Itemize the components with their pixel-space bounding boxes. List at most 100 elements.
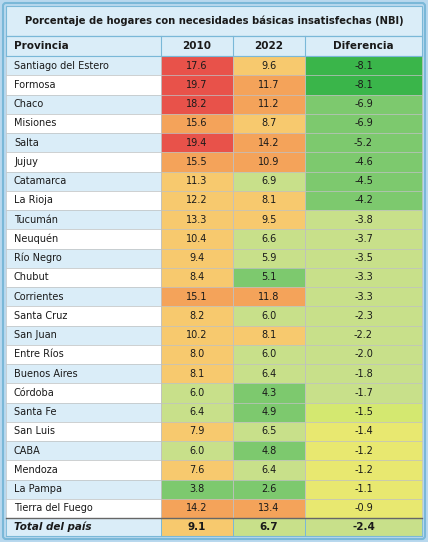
- Bar: [233, 287, 305, 306]
- Text: Santa Cruz: Santa Cruz: [14, 311, 67, 321]
- Text: -3.5: -3.5: [354, 253, 373, 263]
- Text: 5.9: 5.9: [262, 253, 276, 263]
- Text: -8.1: -8.1: [354, 61, 373, 70]
- Text: -2.0: -2.0: [354, 350, 373, 359]
- Bar: [305, 133, 422, 152]
- Text: 8.2: 8.2: [189, 311, 205, 321]
- Text: -1.2: -1.2: [354, 465, 373, 475]
- Bar: [233, 133, 305, 152]
- Bar: [305, 248, 422, 268]
- Bar: [161, 441, 233, 460]
- Bar: [233, 480, 305, 499]
- Bar: [161, 133, 233, 152]
- Text: -1.8: -1.8: [354, 369, 373, 379]
- Bar: [233, 94, 305, 114]
- Bar: [233, 326, 305, 345]
- Bar: [161, 94, 233, 114]
- Text: Salta: Salta: [14, 138, 39, 147]
- Bar: [161, 460, 233, 480]
- Bar: [305, 152, 422, 171]
- Bar: [6, 480, 161, 499]
- Bar: [6, 383, 161, 403]
- Bar: [161, 191, 233, 210]
- Bar: [305, 56, 422, 75]
- Text: Tucumán: Tucumán: [14, 215, 58, 224]
- Text: San Luis: San Luis: [14, 427, 55, 436]
- Text: 15.1: 15.1: [186, 292, 208, 302]
- Bar: [6, 345, 161, 364]
- Text: 4.9: 4.9: [262, 407, 276, 417]
- Text: Total del país: Total del país: [14, 522, 92, 532]
- Bar: [161, 229, 233, 248]
- Bar: [6, 36, 422, 56]
- Text: 19.7: 19.7: [186, 80, 208, 90]
- Text: 4.3: 4.3: [262, 388, 276, 398]
- Text: 12.2: 12.2: [186, 195, 208, 205]
- Text: 13.3: 13.3: [186, 215, 208, 224]
- Bar: [305, 364, 422, 383]
- Text: 7.9: 7.9: [189, 427, 205, 436]
- Bar: [161, 422, 233, 441]
- Bar: [6, 403, 161, 422]
- Text: -4.5: -4.5: [354, 176, 373, 186]
- Bar: [161, 210, 233, 229]
- Bar: [233, 229, 305, 248]
- Text: 6.4: 6.4: [262, 465, 276, 475]
- Bar: [233, 171, 305, 191]
- Bar: [305, 499, 422, 518]
- Text: 6.7: 6.7: [260, 522, 278, 532]
- Bar: [305, 210, 422, 229]
- Bar: [161, 499, 233, 518]
- Text: -1.4: -1.4: [354, 427, 373, 436]
- Bar: [233, 191, 305, 210]
- Text: 9.1: 9.1: [188, 522, 206, 532]
- Text: Porcentaje de hogares con necesidades básicas insatisfechas (NBI): Porcentaje de hogares con necesidades bá…: [25, 16, 403, 26]
- Text: 15.5: 15.5: [186, 157, 208, 167]
- Text: 6.5: 6.5: [262, 427, 276, 436]
- Text: 6.0: 6.0: [189, 388, 205, 398]
- Text: 7.6: 7.6: [189, 465, 205, 475]
- Bar: [233, 403, 305, 422]
- Text: 6.9: 6.9: [262, 176, 276, 186]
- Bar: [233, 460, 305, 480]
- Text: -3.7: -3.7: [354, 234, 373, 244]
- Bar: [6, 171, 161, 191]
- Text: Buenos Aires: Buenos Aires: [14, 369, 77, 379]
- Text: 14.2: 14.2: [186, 504, 208, 513]
- Bar: [305, 171, 422, 191]
- Bar: [6, 268, 161, 287]
- Text: 10.4: 10.4: [186, 234, 208, 244]
- Bar: [6, 422, 161, 441]
- Text: -0.9: -0.9: [354, 504, 373, 513]
- Text: -5.2: -5.2: [354, 138, 373, 147]
- Bar: [233, 422, 305, 441]
- Text: 11.2: 11.2: [258, 99, 280, 109]
- Bar: [305, 345, 422, 364]
- Bar: [161, 326, 233, 345]
- Text: 9.6: 9.6: [262, 61, 276, 70]
- Bar: [161, 152, 233, 171]
- Text: La Rioja: La Rioja: [14, 195, 53, 205]
- Bar: [305, 306, 422, 326]
- Bar: [305, 326, 422, 345]
- Bar: [6, 229, 161, 248]
- Text: -1.1: -1.1: [354, 484, 373, 494]
- Text: 10.2: 10.2: [186, 330, 208, 340]
- Bar: [233, 441, 305, 460]
- Text: 17.6: 17.6: [186, 61, 208, 70]
- Text: Santiago del Estero: Santiago del Estero: [14, 61, 109, 70]
- Bar: [305, 383, 422, 403]
- Bar: [305, 518, 422, 536]
- Bar: [305, 441, 422, 460]
- Text: Corrientes: Corrientes: [14, 292, 65, 302]
- Bar: [233, 114, 305, 133]
- Text: 8.1: 8.1: [189, 369, 205, 379]
- Text: Formosa: Formosa: [14, 80, 56, 90]
- Bar: [233, 75, 305, 94]
- Bar: [233, 383, 305, 403]
- Bar: [305, 287, 422, 306]
- Bar: [6, 499, 161, 518]
- FancyBboxPatch shape: [3, 3, 425, 539]
- Bar: [305, 114, 422, 133]
- Text: -1.2: -1.2: [354, 446, 373, 456]
